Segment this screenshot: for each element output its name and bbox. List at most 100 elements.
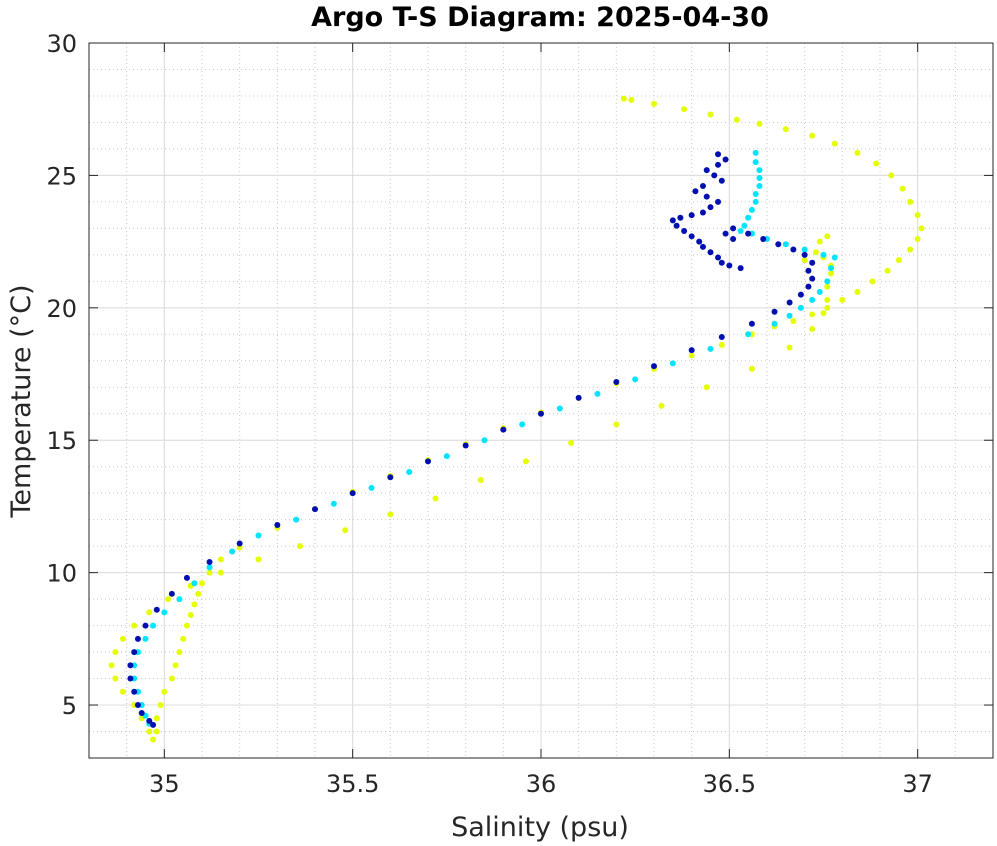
data-point: [161, 688, 168, 695]
data-point: [180, 635, 187, 642]
data-point: [688, 352, 695, 359]
data-point: [718, 177, 725, 184]
data-point: [760, 235, 767, 242]
x-tick-label: 35: [149, 770, 180, 798]
data-point: [699, 243, 706, 250]
data-point: [756, 175, 763, 182]
data-point: [153, 728, 160, 735]
data-point: [312, 506, 318, 513]
data-point: [801, 257, 808, 264]
data-point: [801, 246, 808, 253]
data-point: [752, 149, 759, 156]
data-point: [752, 190, 759, 197]
data-point: [673, 222, 680, 229]
data-point: [786, 312, 793, 319]
data-point: [387, 511, 394, 518]
y-axis-label: Temperature (°C): [6, 284, 37, 518]
data-point: [703, 384, 710, 391]
tick-labels: 35 35.5 36 36.5 37 5 10 15 20 25 30: [46, 30, 932, 798]
data-point: [651, 363, 657, 370]
data-point: [142, 622, 149, 629]
data-point: [669, 360, 676, 367]
data-point: [786, 299, 793, 306]
data-point: [443, 453, 450, 460]
data-point: [718, 333, 725, 340]
data-point: [801, 251, 808, 258]
data-point: [187, 612, 194, 618]
data-point: [481, 437, 488, 444]
x-tick-label: 36.5: [703, 770, 756, 798]
data-point: [620, 95, 627, 102]
data-point: [748, 365, 755, 372]
data-point: [707, 249, 714, 256]
data-point: [119, 688, 126, 695]
data-point: [812, 249, 819, 256]
data-point: [500, 426, 507, 433]
data-point: [199, 580, 205, 587]
data-point: [745, 214, 752, 221]
data-point: [820, 310, 827, 317]
data-point: [556, 405, 563, 412]
data-point: [168, 675, 175, 682]
data-point: [703, 193, 710, 200]
data-point: [756, 120, 763, 127]
series-3: [127, 151, 816, 728]
data-point: [217, 556, 224, 563]
data-point: [206, 564, 213, 571]
data-point: [206, 559, 213, 566]
data-point: [809, 311, 816, 318]
data-point: [707, 111, 714, 118]
data-point: [715, 151, 722, 158]
axes: [88, 42, 994, 759]
data-point: [790, 318, 797, 325]
y-tick-label: 5: [62, 692, 77, 720]
data-point: [737, 265, 744, 272]
data-point: [462, 442, 469, 449]
data-point: [854, 288, 861, 295]
data-point: [157, 702, 164, 709]
data-point: [718, 259, 725, 266]
data-point: [681, 228, 688, 235]
data-point: [745, 230, 752, 237]
data-point: [191, 601, 198, 608]
data-point: [722, 230, 729, 237]
data-point: [658, 402, 665, 409]
x-tick-label: 37: [902, 770, 933, 798]
data-point: [869, 278, 876, 285]
data-point: [907, 198, 914, 205]
data-point: [696, 238, 703, 245]
data-point: [183, 574, 190, 581]
data-point: [172, 662, 179, 669]
data-point: [146, 728, 153, 735]
y-tick-label: 20: [46, 295, 77, 323]
data-point: [669, 217, 676, 224]
data-point: [820, 251, 827, 258]
data-point: [816, 288, 823, 295]
data-point: [330, 500, 337, 507]
data-point: [131, 649, 138, 656]
data-point: [907, 246, 914, 253]
data-point: [688, 212, 695, 219]
series-layer: [108, 95, 925, 743]
data-point: [805, 267, 812, 274]
data-point: [142, 635, 149, 642]
data-point: [153, 715, 160, 722]
data-point: [809, 326, 816, 332]
data-point: [805, 283, 812, 290]
data-point: [824, 304, 831, 311]
data-point: [131, 622, 138, 629]
data-point: [387, 474, 394, 481]
data-point: [165, 596, 172, 603]
data-point: [594, 390, 601, 397]
data-point: [737, 228, 744, 235]
data-point: [138, 709, 145, 716]
data-point: [895, 257, 902, 264]
data-point: [692, 188, 699, 195]
data-point: [112, 649, 119, 656]
data-point: [756, 183, 763, 189]
data-point: [816, 238, 823, 245]
data-point: [824, 283, 831, 290]
data-point: [718, 341, 725, 348]
data-point: [688, 347, 695, 354]
data-point: [688, 233, 695, 240]
